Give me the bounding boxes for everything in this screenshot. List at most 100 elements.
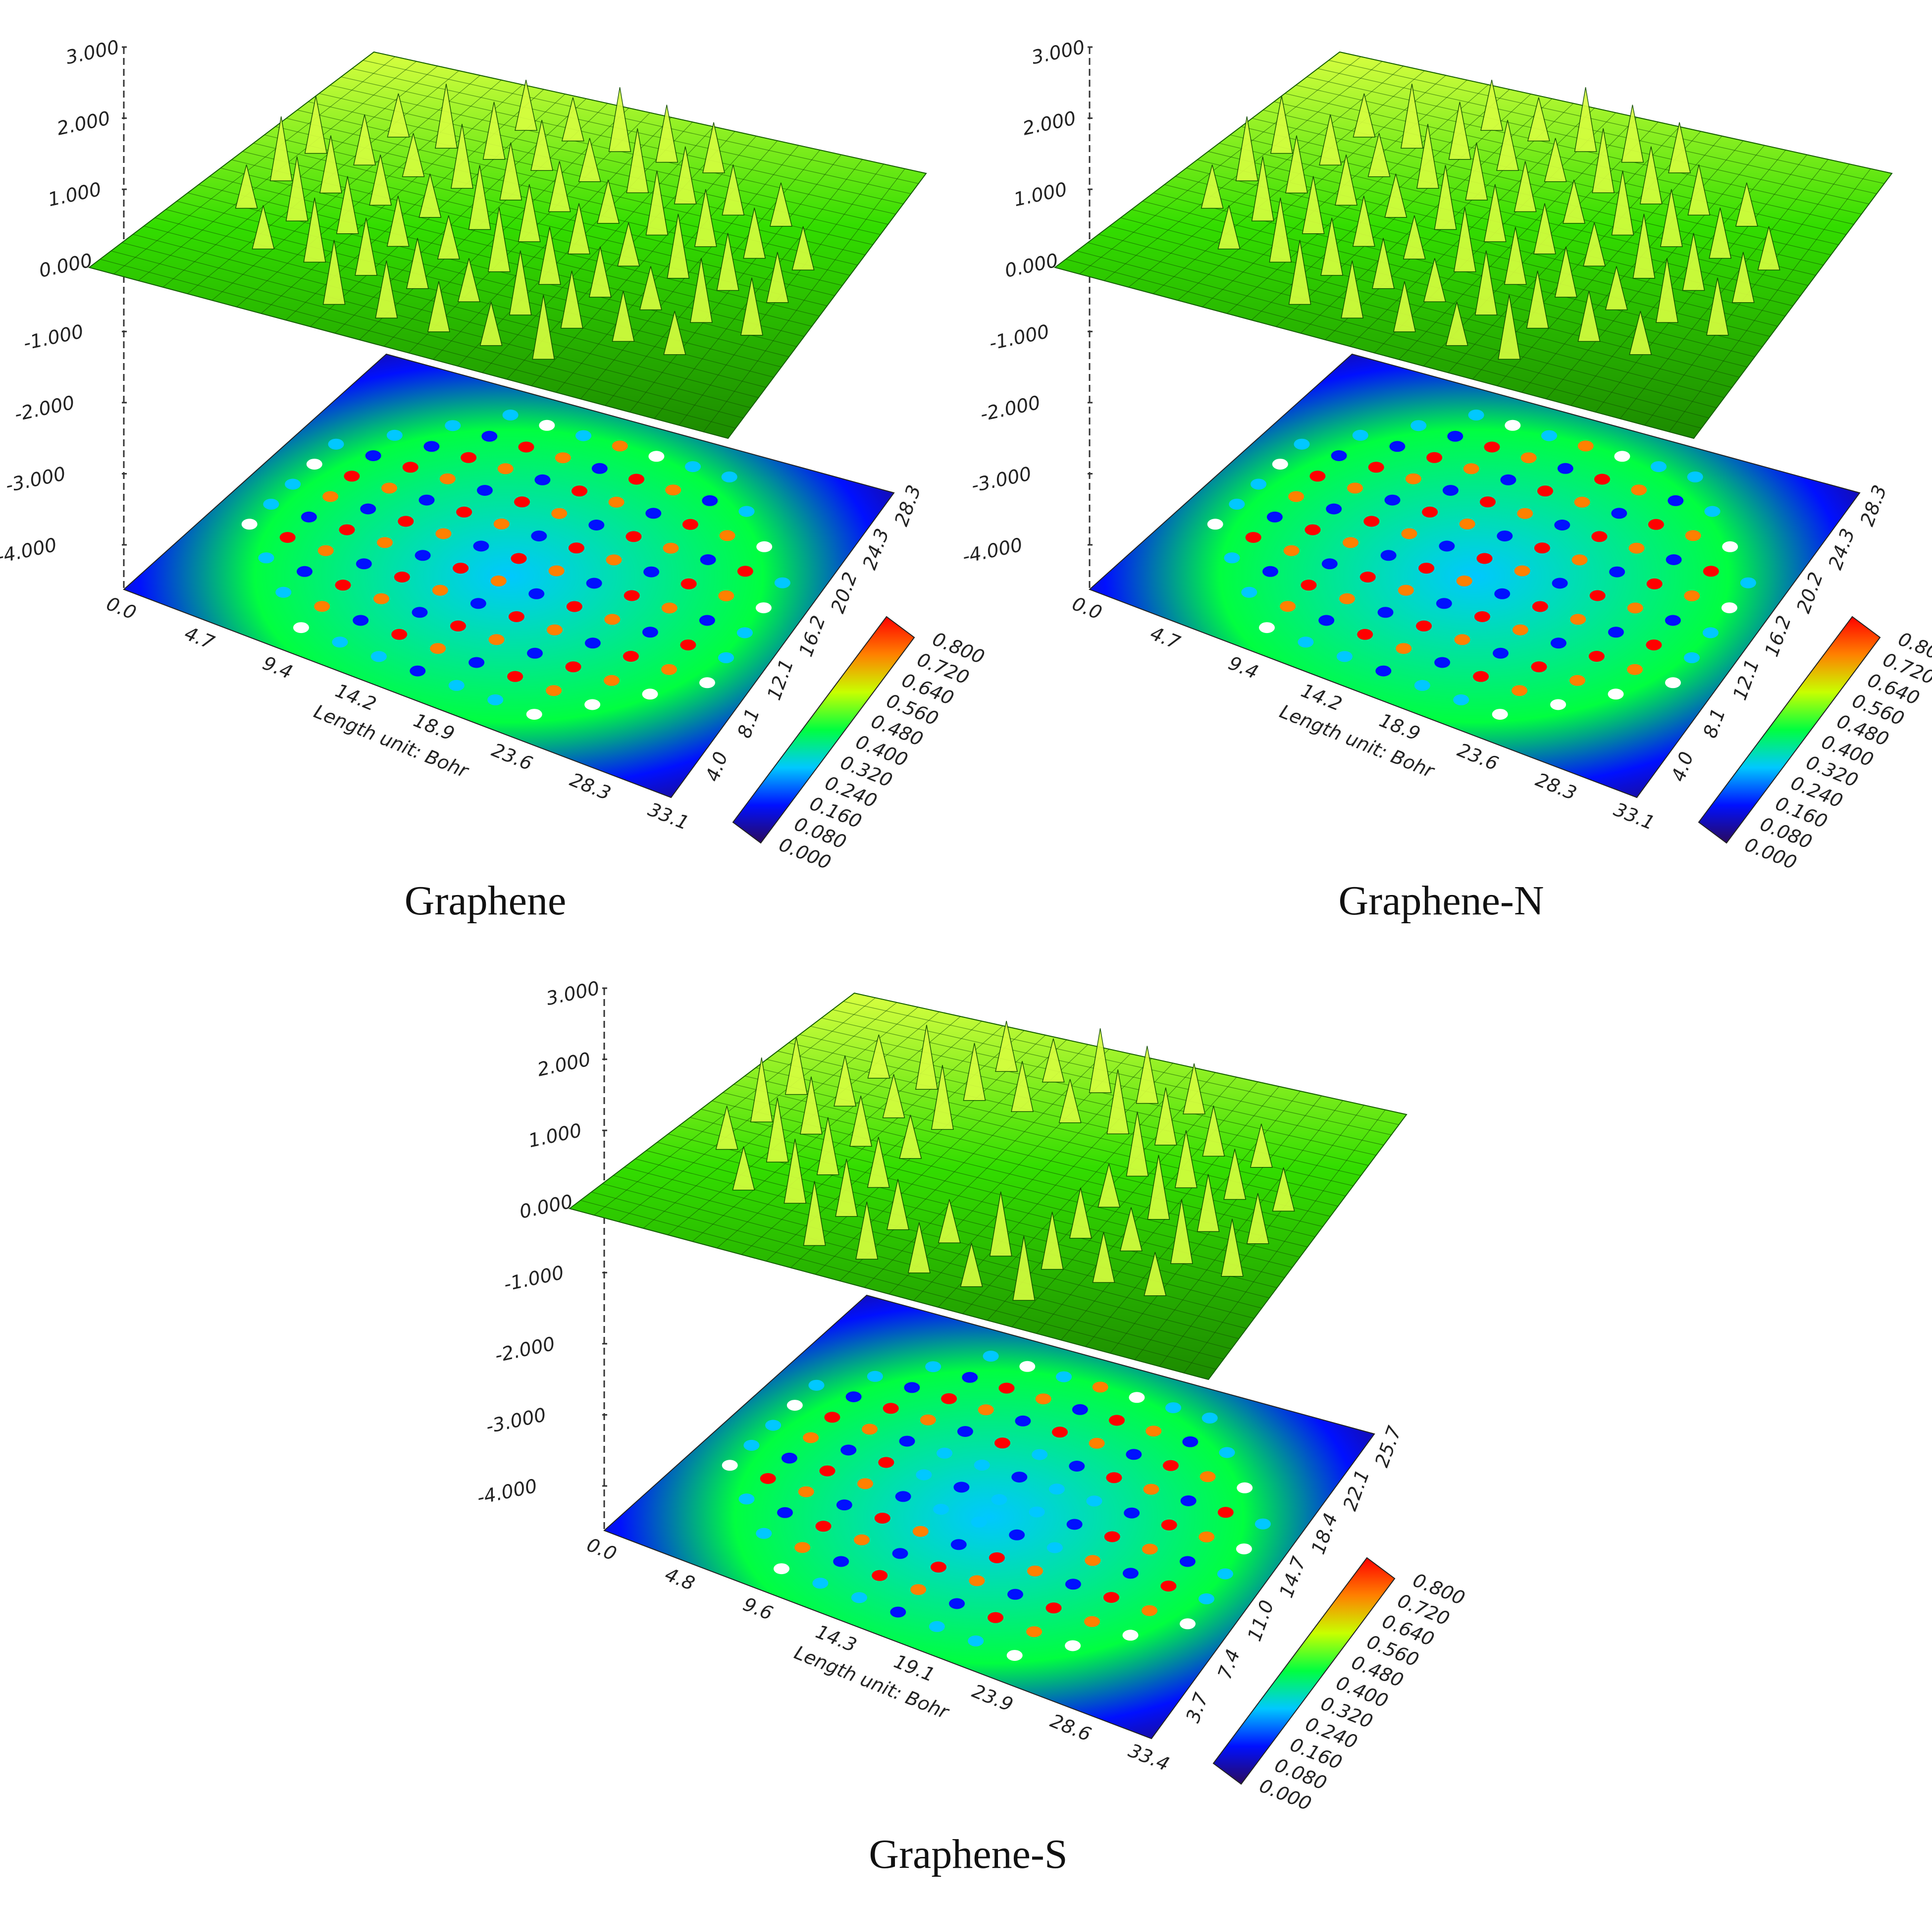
density-blob [1229,498,1245,510]
density-blob [1531,661,1547,673]
surface-peak [963,1043,986,1101]
density-blob [493,518,510,529]
density-blob [1377,607,1394,618]
density-blob [994,1437,1010,1449]
surface-peak [1605,266,1628,311]
density-blob [606,554,622,566]
surface-peak [1504,227,1527,285]
density-blob [661,664,677,675]
density-blob [682,519,698,530]
density-blob [1512,685,1528,696]
density-blob [526,709,542,720]
density-blob [661,602,678,614]
surface-peak [303,198,326,263]
density-blob [1283,545,1300,556]
surface-peak [1709,208,1732,259]
density-blob [895,1491,911,1502]
surface-peak [1144,1252,1167,1296]
z-tick-label: 0.000 [1003,249,1060,282]
surface-peak [835,1159,858,1217]
surface-peak [1012,1236,1036,1301]
surface-peak [1434,165,1457,230]
density-blob [539,420,555,431]
surface-peak [386,196,410,247]
surface-peak [1629,311,1652,355]
density-blob [285,478,301,490]
density-blob [1628,542,1645,554]
surface-peak [1416,124,1439,189]
density-blob [1434,657,1451,668]
density-blob [1473,671,1489,682]
surface-peak [1126,1111,1149,1177]
y-tick-label: 4.0 [1667,749,1698,785]
surface-peak [588,246,612,298]
density-blob [1396,643,1412,654]
density-blob [1143,1483,1159,1495]
z-axis: 3.000 2.000 1.000 0.000 -1.000 -2.000 -3.000 -4… [960,36,1093,589]
density-blob [1684,652,1700,663]
density-blob [1109,1415,1125,1426]
density-blob [1052,1427,1068,1438]
x-tick-label: 9.4 [260,652,296,683]
density-blob [1066,1519,1083,1530]
surface-peak [322,240,346,305]
density-blob [1468,409,1484,421]
z-tick-label: -2.000 [978,391,1042,425]
density-blob [1309,471,1326,482]
density-blob [551,508,568,519]
surface-peak [1246,1193,1269,1244]
density-blob [718,652,734,663]
surface-peak [468,165,491,230]
surface-peak [1514,161,1537,212]
z-tick-label: -4.000 [475,1475,539,1509]
density-blob [845,1391,862,1402]
density-blob [1180,1495,1197,1506]
z-axis: 3.000 2.000 1.000 0.000 -1.000 -2.000 -3.000 -4… [475,977,607,1531]
density-blob [665,484,681,496]
density-blob [1045,1602,1062,1614]
x-tick-label: 28.3 [567,769,614,804]
x-tick-label: 4.7 [181,622,217,653]
surface-peak [375,261,398,318]
density-blob [1162,1460,1179,1471]
surface-peak [791,226,815,270]
density-blob [851,1592,867,1603]
density-blob [1571,554,1588,566]
y-tick-label: 25.7 [1371,1423,1406,1470]
density-blob [275,586,292,598]
density-blob [642,688,658,700]
density-blob [604,614,621,625]
surface-peak [269,116,293,181]
density-blob [1512,624,1528,635]
surface-peak [663,311,686,355]
density-blob [1474,611,1490,622]
surface-peak [1393,281,1416,332]
density-blob [941,1393,957,1404]
density-blob [548,565,565,577]
surface-peak [667,213,690,279]
z-axis: 3.000 2.000 1.000 0.000 -1.000 -2.000 -3.000 -4… [0,36,127,589]
density-heatmap [1089,353,1861,798]
density-blob [1651,461,1667,473]
density-blob [301,511,317,523]
density-blob [1301,580,1317,591]
surface-peak [1592,128,1615,193]
density-blob [929,1621,945,1632]
density-blob [899,1435,915,1447]
density-blob [1305,524,1321,535]
z-tick-label: 2.000 [55,107,112,140]
surface-peak [639,266,662,311]
density-blob [1418,563,1435,574]
density-blob [1219,1447,1235,1458]
density-blob [1056,1371,1072,1382]
density-blob [867,1371,883,1382]
surface-peak [561,97,584,142]
z-tick-label: -4.000 [960,534,1024,568]
density-blob [1122,1568,1139,1579]
density-blob [854,1534,870,1545]
density-blob [1532,601,1548,612]
density-blob [258,552,274,564]
density-blob [1611,508,1627,519]
density-blob [572,485,587,497]
surface-peak [1611,170,1634,236]
